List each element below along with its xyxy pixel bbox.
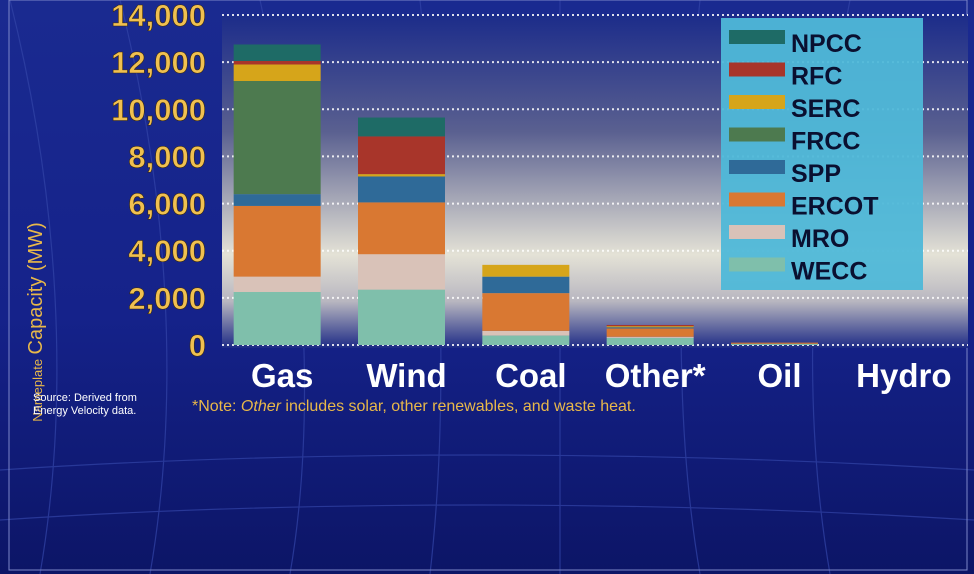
- bar-segment: [358, 117, 445, 137]
- bar-segment: [233, 194, 321, 206]
- footnote-prefix: *Note:: [192, 398, 241, 415]
- bar-segment: [358, 289, 445, 345]
- bar-segment: [233, 64, 321, 81]
- bar-segment: [606, 327, 694, 329]
- legend-label: MRO: [791, 225, 849, 253]
- y-tick-label: 6,000: [128, 187, 206, 222]
- bar-segment: [482, 276, 570, 294]
- legend-label: ERCOT: [791, 193, 879, 221]
- bar-segment: [358, 254, 445, 290]
- x-tick-label: Other*: [605, 357, 706, 394]
- bar-segment: [482, 335, 570, 345]
- bar-segment: [606, 324, 694, 327]
- y-tick-label: 12,000: [111, 45, 206, 80]
- bar-segment: [358, 176, 445, 203]
- bar-segment: [606, 326, 694, 328]
- legend-swatch: [729, 95, 785, 109]
- source-note: Source: Derived from Energy Velocity dat…: [33, 392, 183, 418]
- bar-segment: [233, 81, 321, 195]
- legend-swatch: [729, 192, 785, 207]
- y-axis-label: Nameplate Capacity (MW): [21, 172, 51, 472]
- legend-label: SPP: [791, 160, 841, 188]
- bar-segment: [358, 174, 445, 177]
- y-tick-label: 8,000: [128, 139, 206, 174]
- footnote-italic: Other: [240, 398, 281, 415]
- bar-segment: [233, 205, 321, 277]
- y-tick-label: 14,000: [111, 0, 206, 33]
- bar-segment: [233, 60, 321, 65]
- source-line-2: Energy Velocity data.: [33, 405, 137, 417]
- legend-swatch: [729, 30, 785, 44]
- bar-segment: [482, 330, 570, 336]
- y-tick-label: 0: [189, 328, 206, 363]
- y-axis-label-big: Capacity (MW): [25, 222, 47, 355]
- legend-swatch: [729, 62, 785, 77]
- x-tick-label: Wind: [366, 357, 446, 394]
- source-line-1: Source: Derived from: [33, 392, 137, 404]
- legend-swatch: [729, 257, 785, 272]
- x-tick-label: Oil: [757, 357, 801, 394]
- legend-label: FRCC: [791, 128, 860, 156]
- bar-segment: [482, 293, 570, 331]
- bar-segment: [606, 336, 694, 338]
- footnote-rest: includes solar, other renewables, and wa…: [280, 398, 636, 415]
- legend-label: NPCC: [791, 30, 862, 58]
- legend-swatch: [729, 127, 785, 142]
- y-tick-label: 2,000: [128, 281, 206, 316]
- y-tick-label: 4,000: [128, 234, 206, 269]
- legend-swatch: [729, 225, 785, 239]
- x-tick-label: Hydro: [856, 357, 951, 394]
- y-tick-label: 10,000: [111, 92, 206, 127]
- bar-segment: [606, 337, 694, 345]
- x-tick-label: Coal: [495, 357, 567, 394]
- bar-segment: [482, 264, 570, 277]
- legend-label: WECC: [791, 258, 867, 286]
- bar-segment: [606, 328, 694, 337]
- legend-swatch: [729, 160, 785, 174]
- legend-label: RFC: [791, 63, 842, 91]
- bar-segment: [358, 202, 445, 255]
- bar-segment: [233, 291, 321, 345]
- footnote: *Note: Other includes solar, other renew…: [192, 398, 636, 416]
- bar-segment: [731, 342, 818, 344]
- legend-label: SERC: [791, 95, 860, 123]
- bar-segment: [731, 343, 818, 345]
- bar-segment: [233, 44, 321, 61]
- bar-segment: [358, 136, 445, 175]
- x-tick-label: Gas: [251, 357, 313, 394]
- bar-segment: [233, 276, 321, 292]
